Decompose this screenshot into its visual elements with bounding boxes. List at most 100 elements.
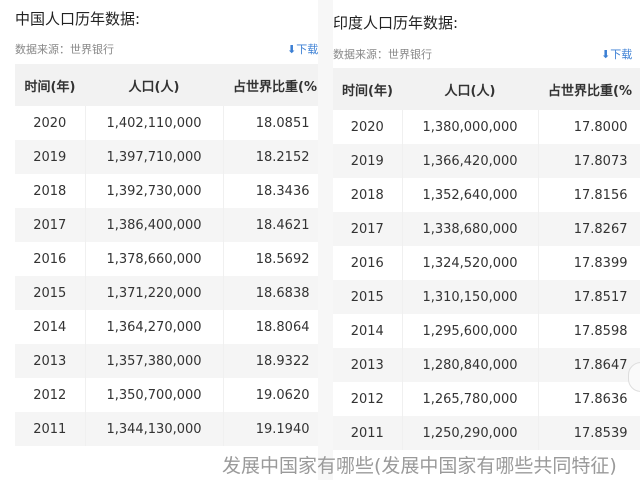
population-cell: 1,386,400,000 [85,208,224,242]
population-cell: 1,280,840,000 [402,348,539,382]
download-icon: ⬇ [287,43,297,56]
table-row: 2018 1,392,730,000 18.3436 [15,174,318,208]
year-cell: 2020 [333,110,403,144]
table-row: 2019 1,366,420,000 17.8073 [333,144,640,178]
population-cell: 1,265,780,000 [402,382,539,416]
population-cell: 1,324,520,000 [402,246,539,280]
china-title: 中国人口历年数据: [15,10,141,28]
world-share-cell: 18.9322 [223,344,318,378]
table-row: 2015 1,371,220,000 18.6838 [15,276,318,310]
world-share-cell: 17.8000 [538,110,640,144]
population-cell: 1,371,220,000 [85,276,224,310]
year-cell: 2016 [15,242,86,276]
download-icon: ⬇ [601,48,611,61]
world-share-cell: 17.8647 [538,348,640,382]
china-population-panel: 中国人口历年数据: 数据来源：世界银行 ⬇下载 时间(年) 人口(人) 占世界比重(… [0,0,318,480]
year-cell: 2011 [15,412,86,446]
table-row: 2014 1,364,270,000 18.8064 [15,310,318,344]
world-share-cell: 18.5692 [223,242,318,276]
world-share-cell: 17.8073 [538,144,640,178]
header-row: 时间(年) 人口(人) 占世界比重(% [333,68,640,110]
column-header: 时间(年) [15,64,85,106]
world-share-cell: 19.1940 [223,412,318,446]
divider [318,0,333,480]
table-row: 2019 1,397,710,000 18.2152 [15,140,318,174]
table-row: 2013 1,357,380,000 18.9322 [15,344,318,378]
table-row: 2017 1,386,400,000 18.4621 [15,208,318,242]
year-cell: 2012 [333,382,403,416]
column-header: 人口(人) [85,64,223,106]
year-cell: 2018 [333,178,403,212]
world-share-cell: 17.8598 [538,314,640,348]
world-share-cell: 17.8267 [538,212,640,246]
table-row: 2020 1,380,000,000 17.8000 [333,110,640,144]
year-cell: 2013 [15,344,86,378]
year-cell: 2014 [15,310,86,344]
population-cell: 1,402,110,000 [85,106,224,140]
world-share-cell: 18.6838 [223,276,318,310]
world-share-cell: 18.3436 [223,174,318,208]
population-cell: 1,344,130,000 [85,412,224,446]
year-cell: 2013 [333,348,403,382]
year-cell: 2019 [15,140,86,174]
population-cell: 1,397,710,000 [85,140,224,174]
world-share-cell: 17.8156 [538,178,640,212]
table-row: 2011 1,344,130,000 19.1940 [15,412,318,446]
world-share-cell: 18.0851 [223,106,318,140]
india-download-button[interactable]: ⬇下载 [601,48,633,61]
year-cell: 2012 [15,378,86,412]
table-row: 2013 1,280,840,000 17.8647 [333,348,640,382]
world-share-cell: 17.8517 [538,280,640,314]
population-cell: 1,352,640,000 [402,178,539,212]
table-row: 2012 1,350,700,000 19.0620 [15,378,318,412]
population-cell: 1,295,600,000 [402,314,539,348]
column-header: 人口(人) [402,68,538,110]
header-row: 时间(年) 人口(人) 占世界比重(% [15,64,318,106]
table-row: 2017 1,338,680,000 17.8267 [333,212,640,246]
china-download-button[interactable]: ⬇下载 [287,43,318,56]
population-cell: 1,357,380,000 [85,344,224,378]
world-share-cell: 17.8399 [538,246,640,280]
year-cell: 2020 [15,106,86,140]
table-row: 2020 1,402,110,000 18.0851 [15,106,318,140]
world-share-cell: 18.4621 [223,208,318,242]
table-row: 2018 1,352,640,000 17.8156 [333,178,640,212]
year-cell: 2015 [15,276,86,310]
china-source: 数据来源：世界银行 [15,43,114,56]
population-cell: 1,310,150,000 [402,280,539,314]
table-row: 2014 1,295,600,000 17.8598 [333,314,640,348]
population-cell: 1,378,660,000 [85,242,224,276]
population-cell: 1,366,420,000 [402,144,539,178]
india-table: 时间(年) 人口(人) 占世界比重(% 2020 1,380,000,000 17.800… [333,68,640,450]
world-share-cell: 19.0620 [223,378,318,412]
population-cell: 1,392,730,000 [85,174,224,208]
population-cell: 1,380,000,000 [402,110,539,144]
column-header: 占世界比重(% [538,68,640,110]
watermark: 发展中国家有哪些(发展中国家有哪些共同特征) [222,455,617,477]
world-share-cell: 17.8636 [538,382,640,416]
world-share-cell: 18.8064 [223,310,318,344]
year-cell: 2017 [15,208,86,242]
china-table: 时间(年) 人口(人) 占世界比重(% 2020 1,402,110,000 18.085… [15,64,318,446]
table-row: 2016 1,324,520,000 17.8399 [333,246,640,280]
year-cell: 2018 [15,174,86,208]
year-cell: 2016 [333,246,403,280]
india-title: 印度人口历年数据: [333,14,459,32]
population-cell: 1,350,700,000 [85,378,224,412]
year-cell: 2011 [333,416,403,450]
year-cell: 2015 [333,280,403,314]
population-cell: 1,338,680,000 [402,212,539,246]
india-population-panel: 印度人口历年数据: 数据来源：世界银行 ⬇下载 时间(年) 人口(人) 占世界比重(… [333,0,640,480]
column-header: 时间(年) [333,68,402,110]
year-cell: 2017 [333,212,403,246]
population-cell: 1,364,270,000 [85,310,224,344]
column-header: 占世界比重(% [223,64,318,106]
table-row: 2011 1,250,290,000 17.8539 [333,416,640,450]
table-row: 2016 1,378,660,000 18.5692 [15,242,318,276]
year-cell: 2014 [333,314,403,348]
table-row: 2012 1,265,780,000 17.8636 [333,382,640,416]
table-row: 2015 1,310,150,000 17.8517 [333,280,640,314]
population-cell: 1,250,290,000 [402,416,539,450]
india-source: 数据来源：世界银行 [333,48,432,61]
world-share-cell: 18.2152 [223,140,318,174]
